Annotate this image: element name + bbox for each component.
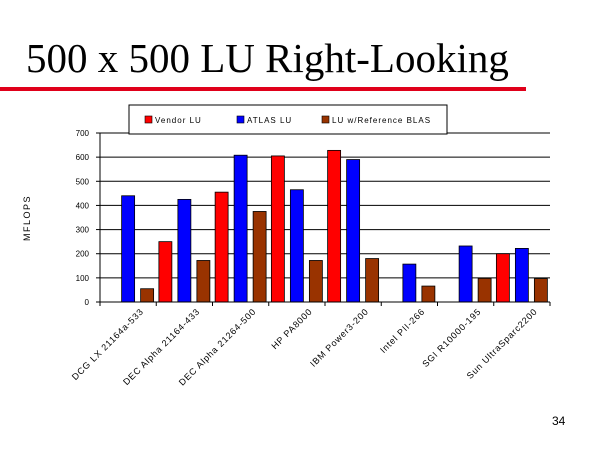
bar-lu-w-reference-blas-sgi-r10000-195 — [477, 277, 492, 303]
bars — [121, 149, 548, 303]
bar-atlas-lu-sun-ultrasparc2200 — [514, 248, 529, 303]
y-tick-label: 300 — [76, 226, 90, 235]
y-tick-label: 700 — [76, 129, 90, 138]
legend-swatch-lu-w-reference-blas — [321, 115, 330, 124]
x-tick-label: Intel PII-266 — [378, 306, 427, 355]
bar-vendor-lu-dec-alpha-21264-500 — [214, 191, 229, 303]
bar-atlas-lu-dcg-lx-21164a-533 — [121, 195, 136, 303]
slide-title: 500 x 500 LU Right-Looking — [26, 35, 509, 81]
y-tick-label: 600 — [76, 153, 90, 162]
bar-atlas-lu-dec-alpha-21164-433 — [177, 198, 192, 303]
bar-lu-w-reference-blas-sun-ultrasparc2200 — [533, 278, 548, 303]
legend-label-vendor-lu: Vendor LU — [155, 116, 202, 125]
legend-swatch-vendor-lu — [144, 115, 153, 124]
y-tick-label: 400 — [76, 201, 90, 210]
x-tick-label: SGI R10000-195 — [420, 306, 483, 369]
title-rule — [0, 87, 526, 91]
bar-atlas-lu-ibm-power3-200 — [346, 159, 361, 303]
axes — [99, 133, 551, 306]
bar-lu-w-reference-blas-intel-pii-266 — [421, 285, 436, 303]
y-tick-label: 500 — [76, 177, 90, 186]
bar-atlas-lu-intel-pii-266 — [402, 263, 417, 303]
legend-label-atlas-lu: ATLAS LU — [247, 116, 292, 125]
bar-vendor-lu-sun-ultrasparc2200 — [495, 253, 510, 303]
bar-vendor-lu-dec-alpha-21164-433 — [158, 241, 173, 303]
bar-lu-w-reference-blas-ibm-power3-200 — [365, 258, 380, 303]
bar-atlas-lu-sgi-r10000-195 — [458, 245, 473, 303]
bar-vendor-lu-hp-pa8000 — [270, 155, 285, 303]
legend-swatch-atlas-lu — [236, 115, 245, 124]
y-tick-label: 200 — [76, 250, 90, 259]
bar-lu-w-reference-blas-hp-pa8000 — [308, 260, 323, 303]
x-tick-label: HP PA8000 — [269, 306, 314, 351]
legend-label-lu-w-reference-blas: LU w/Reference BLAS — [332, 116, 431, 125]
slide-number: 34 — [552, 414, 566, 428]
bar-lu-w-reference-blas-dec-alpha-21164-433 — [196, 260, 211, 303]
bar-lu-w-reference-blas-dcg-lx-21164a-533 — [140, 288, 155, 303]
legend-box — [128, 104, 448, 135]
bar-atlas-lu-dec-alpha-21264-500 — [233, 154, 248, 303]
y-tick-label: 0 — [85, 298, 90, 307]
y-tick-label: 100 — [76, 274, 90, 283]
y-axis-label: MFLOPS — [22, 195, 32, 241]
bar-vendor-lu-ibm-power3-200 — [327, 149, 342, 303]
y-tick-labels: 0 100 200 300 400 500 600 700 — [76, 129, 90, 307]
x-tick-label: IBM Power3-200 — [308, 306, 370, 368]
bar-atlas-lu-hp-pa8000 — [289, 189, 304, 303]
legend: Vendor LU ATLAS LU LU w/Reference BLAS — [128, 104, 448, 135]
bar-lu-w-reference-blas-dec-alpha-21264-500 — [252, 211, 267, 303]
